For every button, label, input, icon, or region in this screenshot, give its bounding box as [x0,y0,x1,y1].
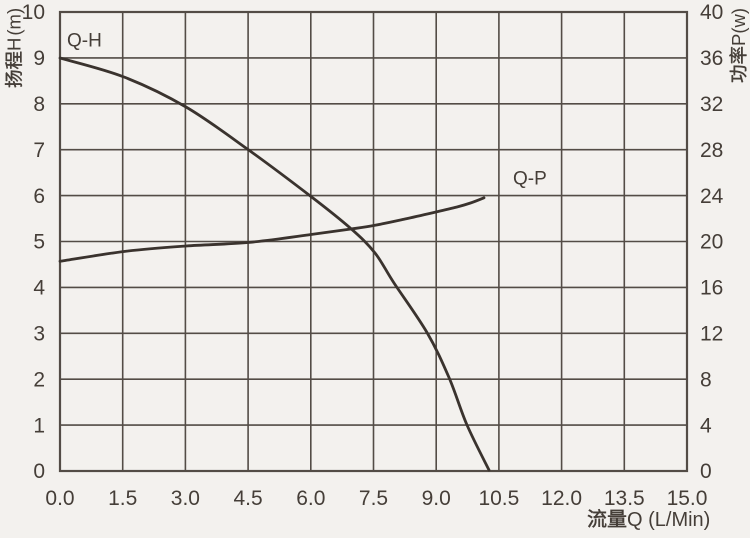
svg-text:4: 4 [33,277,45,300]
svg-text:4.5: 4.5 [233,487,262,510]
svg-text:3.0: 3.0 [171,487,200,510]
svg-text:7.5: 7.5 [359,487,388,510]
svg-text:3: 3 [33,323,45,346]
svg-text:9: 9 [33,47,45,70]
svg-text:6.0: 6.0 [296,487,325,510]
svg-text:0: 0 [700,460,712,483]
svg-text:16: 16 [700,277,723,300]
svg-text:8: 8 [33,93,45,116]
svg-text:2: 2 [33,368,45,391]
svg-text:4: 4 [700,414,712,437]
svg-text:24: 24 [700,185,724,208]
svg-text:Q-H: Q-H [67,31,102,52]
svg-text:H(m): H(m) [4,8,25,51]
svg-text:12: 12 [700,323,723,346]
svg-text:P(w): P(w) [728,8,749,46]
svg-text:20: 20 [700,231,723,254]
svg-text:7: 7 [33,139,45,162]
svg-text:36: 36 [700,47,723,70]
svg-text:1.5: 1.5 [108,487,137,510]
svg-text:10.5: 10.5 [478,487,519,510]
svg-text:15.0: 15.0 [667,487,708,510]
svg-text:5: 5 [33,231,45,254]
svg-text:40: 40 [700,1,723,24]
svg-text:0.0: 0.0 [45,487,74,510]
svg-text:Q (L/Min): Q (L/Min) [627,509,710,531]
svg-text:1: 1 [33,414,45,437]
svg-text:Q-P: Q-P [513,169,547,190]
svg-text:6: 6 [33,185,45,208]
svg-text:8: 8 [700,368,712,391]
svg-text:10: 10 [22,1,45,24]
svg-text:0: 0 [33,460,45,483]
svg-text:9.0: 9.0 [422,487,451,510]
svg-text:13.5: 13.5 [604,487,645,510]
svg-text:32: 32 [700,93,723,116]
svg-text:28: 28 [700,139,723,162]
svg-text:12.0: 12.0 [541,487,582,510]
